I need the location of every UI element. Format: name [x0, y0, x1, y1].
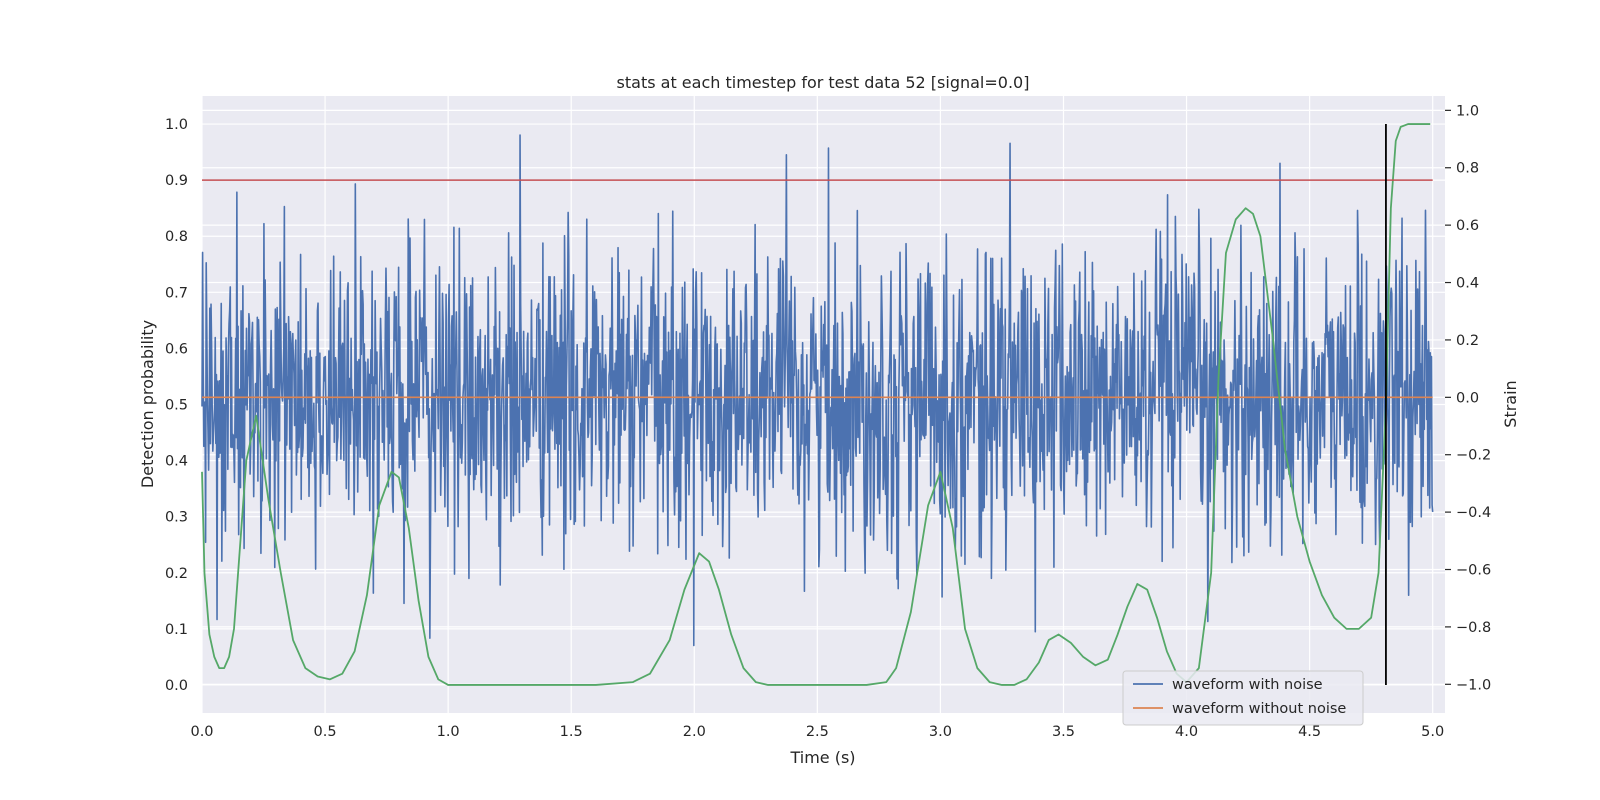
y-tick-label: 0.8	[165, 229, 188, 245]
y-right-tick-label: −0.8	[1456, 620, 1491, 636]
y-right-tick-label: −1.0	[1456, 677, 1491, 693]
x-tick-label: 1.0	[437, 724, 460, 740]
y-axis-right-ticks: −1.0 −0.8 −0.6 −0.4 −0.2 0.0 0.2 0.4 0.6 0.8 1.0	[1445, 103, 1491, 693]
y-tick-label: 0.0	[165, 678, 188, 694]
x-tick-label: 3.0	[929, 724, 952, 740]
y-right-tick-label: −0.4	[1456, 505, 1491, 521]
y-tick-label: 0.3	[165, 510, 188, 526]
series-detection-probability	[201, 123, 1431, 686]
y-axis-label: Detection probability	[138, 320, 157, 488]
series-layer	[201, 123, 1434, 686]
y-right-tick-label: 0.0	[1456, 390, 1479, 406]
y-right-tick-label: −0.2	[1456, 448, 1491, 464]
legend-label-noise: waveform with noise	[1172, 677, 1323, 693]
x-tick-label: 5.0	[1421, 724, 1444, 740]
x-tick-label: 4.5	[1298, 724, 1321, 740]
x-axis-label: Time (s)	[789, 748, 855, 767]
y-right-tick-label: 0.6	[1456, 218, 1479, 234]
legend: waveform with noise waveform without noi…	[1122, 670, 1364, 726]
y-tick-label: 0.4	[165, 454, 188, 470]
chart-title: stats at each timestep for test data 52 …	[617, 73, 1030, 92]
y-tick-label: 0.1	[165, 622, 188, 638]
y-tick-label: 0.5	[165, 398, 188, 414]
x-axis-ticks: 0.0 0.5 1.0 1.5 2.0 2.5 3.0 3.5 4.0 4.5 5.0	[190, 724, 1444, 740]
y-tick-label: 0.2	[165, 566, 188, 582]
y-tick-label: 0.9	[165, 173, 188, 189]
x-tick-label: 2.5	[806, 724, 829, 740]
y-right-tick-label: 0.2	[1456, 333, 1479, 349]
y-right-tick-label: 1.0	[1456, 103, 1479, 119]
x-tick-label: 0.0	[190, 724, 213, 740]
legend-label-clean: waveform without noise	[1172, 701, 1346, 717]
legend-frame	[1122, 670, 1364, 726]
series-noisy-waveform	[201, 134, 1434, 647]
y-axis-right-label: Strain	[1501, 380, 1520, 427]
x-tick-label: 2.0	[683, 724, 706, 740]
y-right-tick-label: −0.6	[1456, 563, 1491, 579]
x-tick-label: 3.5	[1052, 724, 1075, 740]
y-right-tick-label: 0.8	[1456, 161, 1479, 177]
y-tick-label: 1.0	[165, 117, 188, 133]
y-tick-label: 0.6	[165, 341, 188, 357]
x-tick-label: 4.0	[1175, 724, 1198, 740]
y-right-tick-label: 0.4	[1456, 276, 1479, 292]
y-tick-label: 0.7	[165, 285, 188, 301]
y-axis-ticks: 0.0 0.1 0.2 0.3 0.4 0.5 0.6 0.7 0.8 0.9 1.0	[165, 117, 188, 694]
x-tick-label: 0.5	[314, 724, 337, 740]
x-tick-label: 1.5	[560, 724, 583, 740]
